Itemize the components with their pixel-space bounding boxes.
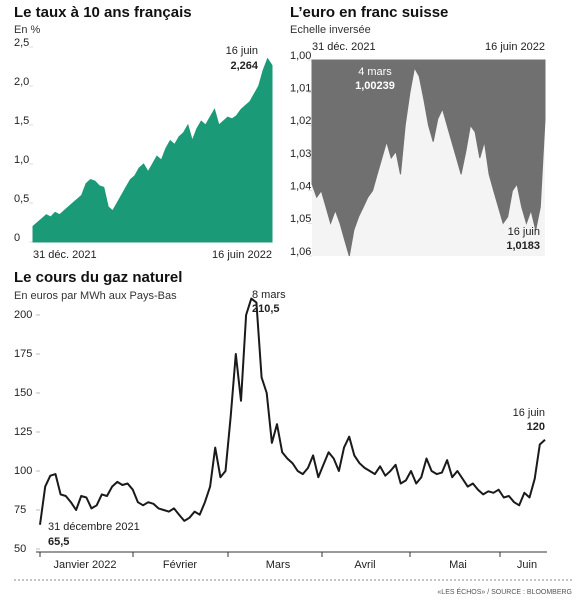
x-tick-label: 31 déc. 2021 (312, 41, 376, 53)
y-tick-label: 1,03 (290, 148, 311, 160)
value-label: 65,5 (48, 536, 69, 548)
chart-subtitle: En % (14, 24, 41, 36)
y-tick-label: 200 (14, 309, 32, 321)
y-tick-label: 150 (14, 387, 32, 399)
y-tick-label: 125 (14, 426, 32, 438)
y-tick-label: 1,04 (290, 181, 311, 193)
y-tick-label: 2,5 (14, 37, 29, 49)
y-tick-label: 2,0 (14, 76, 29, 88)
y-tick-label: 1,06 (290, 246, 311, 258)
value-label: 1,00239 (355, 80, 395, 92)
y-tick-label: 1,0 (14, 154, 29, 166)
annotation: 4 mars (358, 66, 392, 78)
y-tick-label: 175 (14, 348, 32, 360)
chart-title: Le cours du gaz naturel (14, 269, 182, 286)
annotation: 16 juin (226, 45, 258, 57)
area (32, 57, 273, 243)
value-label: 120 (527, 421, 545, 433)
annotation: 16 juin (513, 407, 545, 419)
area (311, 59, 546, 257)
x-tick-label: Juin (517, 559, 537, 571)
y-tick-label: 0 (14, 232, 20, 244)
y-tick-label: 1,00 (290, 50, 311, 62)
annotation: 16 juin (508, 226, 540, 238)
y-tick-label: 1,5 (14, 115, 29, 127)
y-tick-label: 50 (14, 543, 26, 555)
chart-title: L’euro en franc suisse (290, 4, 448, 21)
x-tick-label: Mars (266, 559, 291, 571)
x-tick-label: 16 juin 2022 (212, 249, 272, 261)
chart-subtitle: Echelle inversée (290, 24, 371, 36)
x-tick-label: 31 déc. 2021 (33, 249, 97, 261)
chart-subtitle: En euros par MWh aux Pays-Bas (14, 290, 177, 302)
y-tick-label: 75 (14, 504, 26, 516)
chart-title: Le taux à 10 ans français (14, 4, 192, 21)
y-tick-label: 1,05 (290, 213, 311, 225)
x-tick-label: 16 juin 2022 (485, 41, 545, 53)
x-tick-label: Avril (354, 559, 375, 571)
y-tick-label: 0,5 (14, 193, 29, 205)
value-label: 1,0183 (506, 240, 540, 252)
x-tick-label: Mai (449, 559, 467, 571)
annotation: 8 mars (252, 289, 286, 301)
x-tick-label: Janvier 2022 (54, 559, 117, 571)
value-label: 2,264 (230, 60, 258, 72)
source: «LES ÉCHOS» / SOURCE : BLOOMBERG (437, 587, 572, 596)
x-tick-label: Février (163, 559, 198, 571)
y-tick-label: 1,01 (290, 83, 311, 95)
y-tick-label: 1,02 (290, 115, 311, 127)
y-tick-label: 100 (14, 465, 32, 477)
annotation: 31 décembre 2021 (48, 521, 140, 533)
line (39, 297, 546, 525)
value-label: 210,5 (252, 303, 280, 315)
